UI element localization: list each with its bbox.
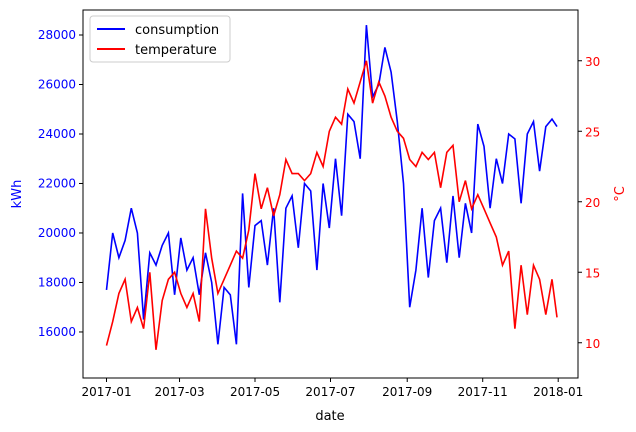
y-tick-label: 26000 <box>38 77 76 91</box>
y-tick-label: 24000 <box>38 127 76 141</box>
y-axis-label: kWh <box>10 180 25 209</box>
x-tick-label: 2017-09 <box>382 385 432 399</box>
series-line-consumption <box>105 25 558 345</box>
y-tick-label: 16000 <box>38 325 76 339</box>
x-axis-label: date <box>315 409 344 424</box>
legend-label-temperature: temperature <box>135 43 217 58</box>
y-tick-label: 22000 <box>38 176 76 190</box>
x-tick-label: 2017-07 <box>305 385 355 399</box>
y-tick-label: 20000 <box>38 226 76 240</box>
y2-tick-label: 10 <box>585 337 600 351</box>
y2-tick-label: 15 <box>585 266 600 280</box>
y2-axis-label: °C <box>613 186 628 202</box>
y2-tick-label: 20 <box>585 196 600 210</box>
legend-label-consumption: consumption <box>135 23 219 38</box>
x-tick-label: 2017-11 <box>458 385 508 399</box>
plot-frame <box>82 9 579 379</box>
y-tick-label: 28000 <box>38 28 76 42</box>
x-tick-label: 2018-01 <box>533 385 583 399</box>
x-tick-label: 2017-03 <box>154 385 204 399</box>
y-tick-label: 18000 <box>38 275 76 289</box>
x-tick-label: 2017-05 <box>230 385 280 399</box>
y2-tick-label: 25 <box>585 125 600 139</box>
x-tick-label: 2017-01 <box>81 385 131 399</box>
legend: consumption temperature <box>89 15 231 63</box>
series-line-temperature <box>105 60 558 350</box>
y2-tick-label: 30 <box>585 55 600 69</box>
